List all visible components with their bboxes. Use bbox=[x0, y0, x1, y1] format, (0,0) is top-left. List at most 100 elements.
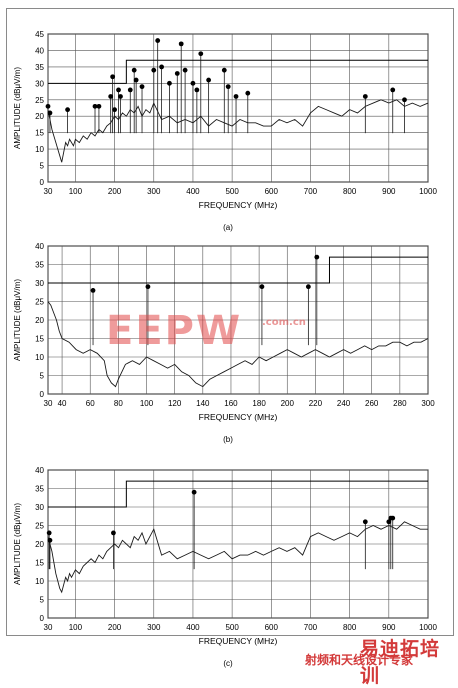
y-tick-label: 20 bbox=[35, 316, 44, 325]
x-tick-label: 900 bbox=[382, 187, 396, 196]
y-tick-label: 15 bbox=[35, 335, 44, 344]
peak-marker bbox=[112, 107, 117, 113]
x-tick-label: 300 bbox=[421, 399, 435, 408]
y-tick-label: 0 bbox=[40, 390, 45, 399]
peak-marker bbox=[390, 87, 396, 93]
chart-a: 30 100 200 300 400 500 600 700 800 900 1000 0 5 10 15 2… bbox=[13, 30, 437, 232]
x-tick-label: 180 bbox=[252, 399, 266, 408]
x-tick-label: 700 bbox=[304, 187, 318, 196]
y-tick-label: 10 bbox=[35, 145, 44, 154]
peak-marker bbox=[92, 103, 98, 109]
panel-label: (b) bbox=[223, 435, 233, 444]
peak-marker bbox=[245, 90, 251, 96]
peak-marker bbox=[127, 87, 133, 93]
x-tick-label: 800 bbox=[343, 623, 357, 632]
y-tick-label: 35 bbox=[35, 261, 44, 270]
peak-marker bbox=[96, 103, 102, 109]
y-tick-label: 5 bbox=[40, 162, 45, 171]
y-tick-label: 0 bbox=[40, 178, 45, 187]
y-tick-label: 35 bbox=[35, 63, 44, 72]
y-tick-label: 35 bbox=[35, 485, 44, 494]
y-tick-label: 40 bbox=[35, 46, 44, 55]
x-tick-label: 100 bbox=[140, 399, 154, 408]
x-tick-label: 200 bbox=[281, 399, 295, 408]
x-tick-label: 200 bbox=[108, 187, 122, 196]
peak-marker bbox=[225, 84, 231, 90]
peak-marker bbox=[402, 97, 407, 103]
x-tick-label: 800 bbox=[343, 187, 357, 196]
peak-marker bbox=[90, 288, 96, 293]
peak-marker bbox=[167, 80, 172, 86]
chart-b: 30 40 60 80 100 120 140 160 180 200 220 240 260 280 30… bbox=[13, 242, 435, 444]
y-tick-label: 5 bbox=[40, 596, 45, 605]
spectrum-trace bbox=[47, 521, 428, 594]
peak-marker bbox=[174, 71, 180, 76]
y-tick-label: 10 bbox=[35, 353, 44, 362]
x-axis-label: FREQUENCY (MHz) bbox=[199, 412, 278, 422]
y-axis-label: AMPLITUDE (dBμV/m) bbox=[13, 67, 22, 149]
peak-marker bbox=[155, 38, 161, 43]
peak-marker bbox=[390, 515, 396, 521]
peak-marker bbox=[233, 94, 239, 99]
watermark-site: .com.cn bbox=[262, 317, 306, 328]
y-tick-label: 20 bbox=[35, 112, 44, 121]
peak-marker bbox=[362, 519, 368, 525]
x-tick-label: 30 bbox=[44, 623, 53, 632]
panel-label: (a) bbox=[223, 223, 233, 232]
peak-marker bbox=[45, 103, 51, 109]
peak-marker bbox=[110, 74, 116, 80]
spectrum-trace bbox=[47, 301, 429, 388]
x-tick-label: 400 bbox=[186, 187, 200, 196]
panel-label: (c) bbox=[223, 659, 233, 668]
x-tick-label: 300 bbox=[147, 623, 161, 632]
x-tick-label: 280 bbox=[393, 399, 407, 408]
limit-line bbox=[48, 480, 428, 508]
peak-marker bbox=[65, 107, 70, 113]
limit-line bbox=[48, 59, 428, 84]
peak-marker bbox=[206, 77, 212, 83]
y-tick-label: 5 bbox=[40, 372, 45, 381]
y-tick-label: 40 bbox=[35, 242, 44, 251]
peak-marker bbox=[118, 94, 123, 99]
peak-marker bbox=[46, 530, 52, 536]
peak-marker bbox=[182, 67, 188, 73]
x-tick-label: 30 bbox=[44, 187, 53, 196]
limit-line bbox=[48, 256, 428, 284]
x-tick-label: 700 bbox=[304, 623, 318, 632]
x-tick-label: 100 bbox=[69, 623, 83, 632]
x-tick-label: 60 bbox=[86, 399, 95, 408]
x-tick-label: 260 bbox=[365, 399, 379, 408]
peak-marker bbox=[111, 530, 116, 536]
x-tick-label: 160 bbox=[224, 399, 238, 408]
x-tick-label: 140 bbox=[196, 399, 210, 408]
peak-marker bbox=[178, 41, 184, 47]
spectrum-trace bbox=[47, 99, 429, 163]
peak-marker bbox=[305, 284, 311, 290]
x-tick-label: 200 bbox=[108, 623, 122, 632]
x-tick-label: 500 bbox=[225, 187, 239, 196]
peak-marker bbox=[259, 284, 265, 290]
y-tick-label: 45 bbox=[35, 30, 44, 39]
y-tick-label: 10 bbox=[35, 577, 44, 586]
y-tick-label: 20 bbox=[35, 540, 44, 549]
x-tick-label: 1000 bbox=[419, 623, 437, 632]
x-tick-label: 30 bbox=[44, 399, 53, 408]
peak-marker bbox=[386, 519, 392, 525]
peak-marker bbox=[221, 67, 227, 73]
peak-marker bbox=[108, 94, 114, 99]
y-tick-label: 25 bbox=[35, 96, 44, 105]
y-tick-label: 30 bbox=[35, 79, 44, 88]
y-tick-label: 30 bbox=[35, 279, 44, 288]
peak-marker bbox=[191, 489, 197, 495]
y-tick-label: 25 bbox=[35, 298, 44, 307]
x-tick-label: 100 bbox=[69, 187, 83, 196]
peak-marker bbox=[116, 87, 121, 93]
x-tick-label: 120 bbox=[168, 399, 182, 408]
y-tick-label: 40 bbox=[35, 466, 44, 475]
peak-marker bbox=[145, 284, 151, 290]
peak-marker bbox=[151, 67, 157, 73]
watermark-logo: EEPW bbox=[106, 308, 243, 354]
x-axis-label: FREQUENCY (MHz) bbox=[199, 636, 278, 646]
x-tick-label: 40 bbox=[58, 399, 67, 408]
y-tick-label: 15 bbox=[35, 559, 44, 568]
